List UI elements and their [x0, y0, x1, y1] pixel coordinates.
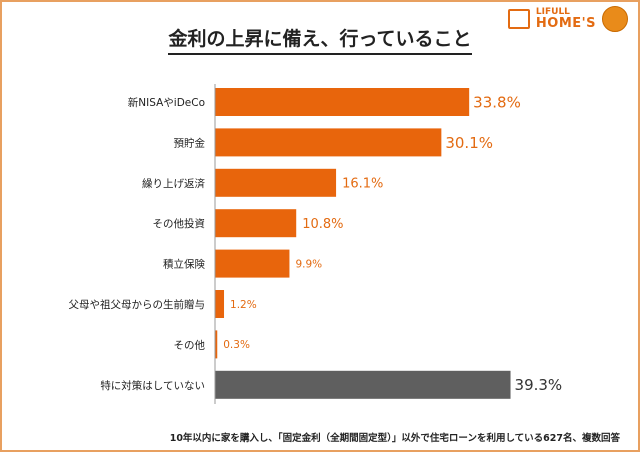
logo-text: LIFULL HOME'S: [535, 7, 596, 31]
value-label: 33.8%: [473, 93, 521, 111]
chart-title-text: 金利の上昇に備え、行っていること: [168, 28, 472, 55]
bar: [215, 370, 511, 399]
bar: [215, 249, 290, 278]
value-label: 0.3%: [223, 339, 250, 351]
house-icon: [507, 9, 530, 29]
bar: [215, 88, 470, 116]
value-label: 1.2%: [230, 299, 257, 311]
category-label: 父母や祖父母からの生前贈与: [69, 298, 206, 311]
mascot-icon: [602, 6, 628, 32]
category-label: 積立保険: [163, 258, 205, 271]
value-label: 16.1%: [342, 176, 383, 191]
bar: [215, 128, 442, 157]
category-label: その他投資: [153, 217, 206, 230]
bar: [215, 209, 297, 238]
lifull-homes-logo: LIFULL HOME'S: [507, 6, 628, 32]
category-label: 繰り上げ返済: [142, 177, 205, 190]
value-label: 10.8%: [302, 217, 343, 232]
category-label: 新NISAやiDeCo: [128, 96, 205, 109]
category-label: 特に対策はしていない: [100, 379, 205, 392]
bar: [215, 168, 337, 197]
category-label: その他: [174, 338, 206, 351]
value-label: 39.3%: [515, 376, 563, 394]
bar: [215, 330, 218, 359]
value-label: 9.9%: [295, 258, 322, 270]
chart-title: 金利の上昇に備え、行っていること: [0, 24, 640, 55]
bar: [215, 290, 225, 318]
category-label: 預貯金: [174, 136, 206, 149]
value-label: 30.1%: [445, 134, 493, 152]
footnote: 10年以内に家を購入し、「固定金利（全期間固定型）」以外で住宅ローンを利用してい…: [169, 433, 620, 444]
